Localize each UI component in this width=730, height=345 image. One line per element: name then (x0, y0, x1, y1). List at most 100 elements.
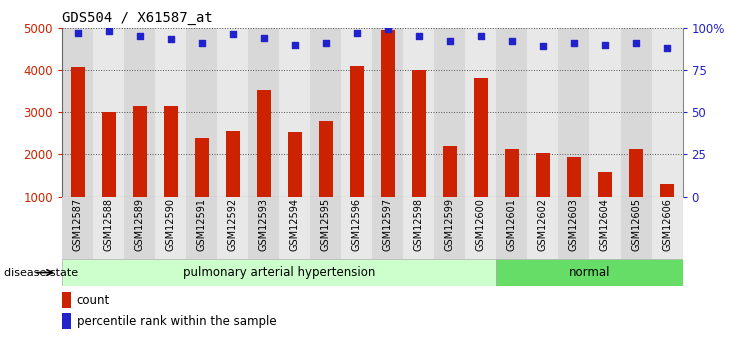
Bar (505, 149, 519, 197)
Point (475, 33, 487, 39)
Text: GSM12588: GSM12588 (104, 198, 114, 251)
Bar (652, 28, 683, 197)
Bar (248, 197, 279, 259)
Bar (412, 70, 426, 197)
Point (382, 27, 393, 32)
Bar (434, 197, 466, 259)
Bar (652, 197, 683, 259)
Bar (155, 28, 186, 197)
Bar (496, 259, 683, 286)
Bar (660, 184, 674, 197)
Bar (186, 197, 218, 259)
Text: GSM12596: GSM12596 (352, 198, 362, 251)
Bar (443, 146, 457, 197)
Point (351, 30, 363, 36)
Text: GSM12606: GSM12606 (662, 198, 672, 251)
Bar (62, 292, 72, 308)
Bar (350, 66, 364, 197)
Bar (590, 197, 620, 259)
Point (537, 43, 549, 49)
Bar (620, 28, 652, 197)
Bar (218, 28, 248, 197)
Text: GSM12600: GSM12600 (476, 198, 486, 251)
Point (506, 38, 518, 44)
Text: GSM12597: GSM12597 (383, 198, 393, 251)
Text: GSM12599: GSM12599 (445, 198, 455, 251)
Bar (62, 259, 496, 286)
Bar (434, 28, 466, 197)
Bar (279, 197, 310, 259)
Point (320, 40, 331, 46)
Bar (226, 131, 239, 197)
Bar (195, 138, 209, 197)
Text: GSM12587: GSM12587 (72, 198, 82, 251)
Point (444, 38, 456, 44)
Text: GSM12605: GSM12605 (631, 198, 641, 251)
Text: GSM12598: GSM12598 (414, 198, 424, 251)
Bar (186, 28, 218, 197)
Text: GSM12592: GSM12592 (228, 198, 238, 251)
Bar (257, 90, 271, 197)
Bar (155, 197, 186, 259)
Text: GSM12594: GSM12594 (290, 198, 300, 251)
Bar (496, 197, 528, 259)
Point (165, 37, 177, 42)
Text: GSM12595: GSM12595 (320, 198, 331, 251)
Text: count: count (77, 295, 110, 307)
Bar (629, 149, 643, 197)
Bar (620, 197, 652, 259)
Bar (567, 157, 581, 197)
Bar (279, 28, 310, 197)
Bar (164, 106, 177, 197)
Bar (381, 30, 395, 197)
Text: GSM12602: GSM12602 (538, 198, 548, 251)
Bar (101, 112, 115, 197)
Bar (474, 78, 488, 197)
Bar (528, 197, 558, 259)
Bar (133, 106, 147, 197)
Point (599, 42, 611, 47)
Text: GDS504 / X61587_at: GDS504 / X61587_at (62, 11, 213, 25)
Point (568, 40, 580, 46)
Bar (558, 197, 590, 259)
Point (196, 40, 207, 46)
Text: GSM12601: GSM12601 (507, 198, 517, 251)
Point (72, 30, 83, 36)
Point (630, 40, 642, 46)
Bar (590, 28, 620, 197)
Bar (372, 197, 404, 259)
Bar (558, 28, 590, 197)
Bar (342, 28, 372, 197)
Bar (288, 132, 301, 197)
Bar (466, 197, 496, 259)
Point (134, 33, 145, 39)
Text: percentile rank within the sample: percentile rank within the sample (77, 315, 276, 328)
Bar (218, 197, 248, 259)
Bar (62, 197, 93, 259)
Bar (496, 28, 528, 197)
Point (289, 42, 301, 47)
Text: GSM12604: GSM12604 (600, 198, 610, 251)
Text: GSM12593: GSM12593 (258, 198, 269, 251)
Bar (62, 313, 72, 329)
Bar (342, 197, 372, 259)
Point (413, 33, 425, 39)
Text: normal: normal (569, 266, 610, 279)
Text: disease state: disease state (4, 268, 78, 277)
Bar (93, 28, 124, 197)
Bar (319, 121, 333, 197)
Text: GSM12591: GSM12591 (196, 198, 207, 251)
Bar (124, 28, 155, 197)
Text: GSM12603: GSM12603 (569, 198, 579, 251)
Bar (93, 197, 124, 259)
Bar (71, 67, 85, 197)
Bar (124, 197, 155, 259)
Bar (248, 28, 279, 197)
Point (661, 45, 673, 51)
Point (258, 35, 269, 40)
Bar (466, 28, 496, 197)
Text: pulmonary arterial hypertension: pulmonary arterial hypertension (183, 266, 375, 279)
Bar (598, 172, 612, 197)
Bar (536, 153, 550, 197)
Bar (310, 197, 342, 259)
